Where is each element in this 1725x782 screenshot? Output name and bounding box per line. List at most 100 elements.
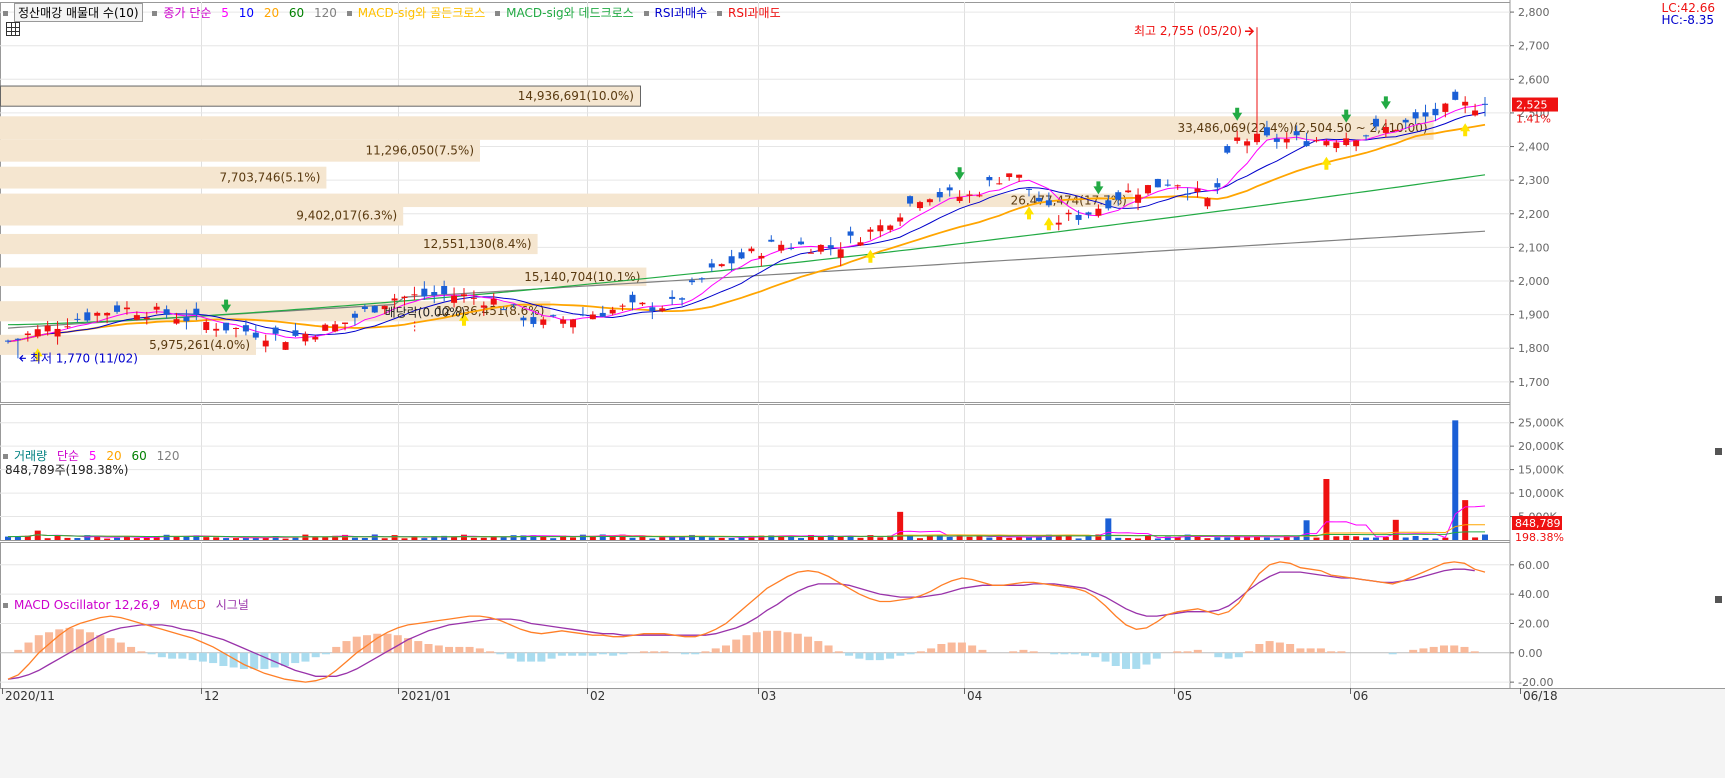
candle-body <box>986 177 993 181</box>
volume-bar <box>926 535 933 540</box>
macd-oscillator-bar <box>1316 648 1325 653</box>
macd-oscillator-bar <box>75 629 84 653</box>
volume-panel-handle-icon[interactable] <box>1715 448 1722 455</box>
vol-ma120-legend[interactable]: 120 <box>156 449 180 463</box>
candle-body <box>1422 112 1429 117</box>
golden-cross-legend[interactable]: MACD-sig와 골든크로스 <box>357 6 486 20</box>
ma5-legend[interactable]: 5 <box>221 6 229 20</box>
candle-body <box>74 318 81 320</box>
ma120-legend[interactable]: 120 <box>314 6 337 20</box>
candle-body <box>441 285 448 295</box>
volume-bar <box>1105 518 1112 540</box>
grid-toggle-icon[interactable] <box>6 22 20 36</box>
vol-ma20-legend[interactable]: 20 <box>106 449 122 463</box>
macd-oscillator-bar <box>1234 652 1243 658</box>
volume-bar <box>391 535 398 540</box>
macd-oscillator-legend[interactable]: MACD Oscillator 12,26,9 <box>14 598 161 612</box>
candle-body <box>361 306 368 310</box>
volume-bar <box>1323 479 1330 540</box>
volume-profile-bar <box>0 334 256 355</box>
volume-bar <box>1462 500 1469 540</box>
dividend-annotation: 배당락(0.00%) <box>385 305 466 319</box>
macd-oscillator-bar <box>455 646 464 653</box>
macd-oscillator-bar <box>814 641 823 653</box>
volume-bar <box>441 535 448 540</box>
candle-body <box>163 309 170 315</box>
candle-body <box>718 264 725 267</box>
candle-body <box>391 298 398 301</box>
macd-oscillator-bar <box>1419 648 1428 653</box>
macd-line-legend[interactable]: MACD <box>169 598 206 612</box>
vol-ma60-legend[interactable]: 60 <box>131 449 147 463</box>
candle-body <box>1125 190 1132 193</box>
macd-oscillator-bar <box>763 630 772 653</box>
macd-oscillator-bar <box>691 652 700 655</box>
volume-last-label: 848,789 <box>1515 517 1561 530</box>
candle-body <box>292 330 299 336</box>
candle-body <box>738 252 745 259</box>
macd-oscillator-bar <box>680 652 689 655</box>
vol-ma5-legend[interactable]: 5 <box>88 449 97 463</box>
macd-oscillator-bar <box>229 652 238 668</box>
macd-oscillator-bar <box>1142 652 1151 665</box>
volume-bar <box>1254 536 1261 540</box>
macd-oscillator-bar <box>865 652 874 661</box>
low-price-annotation: 최저 1,770 (11/02) <box>30 351 138 365</box>
candle-body <box>1105 200 1112 209</box>
candle-body <box>460 294 467 297</box>
candle-body <box>123 307 130 310</box>
legend-square-icon <box>3 11 8 16</box>
candle-body <box>679 298 686 300</box>
ma5-line <box>7 103 1486 343</box>
volume-bar <box>133 538 140 540</box>
candle-body <box>1472 110 1479 116</box>
volume-ma-label[interactable]: 단순 <box>56 449 80 463</box>
volume-last-percent: 198.38% <box>1515 531 1564 544</box>
volume-bar <box>798 538 805 540</box>
macd-oscillator-bar <box>834 651 843 653</box>
volume-profile-indicator-button[interactable]: 정산매강 매물대 수(10) <box>14 3 143 22</box>
macd-oscillator-bar <box>793 633 802 653</box>
candle-body <box>916 202 923 209</box>
volume-bar <box>599 534 606 540</box>
rsi-overbought-legend[interactable]: RSI과매수 <box>654 6 708 20</box>
candle-body <box>1283 138 1290 143</box>
macd-oscillator-bar <box>127 646 136 653</box>
volume-bar <box>411 536 418 540</box>
dead-cross-arrow-icon <box>954 167 965 181</box>
volume-profile-label: 12,551,130(8.4%) <box>423 237 532 251</box>
macd-panel-handle-icon[interactable] <box>1715 596 1722 603</box>
candle-body <box>242 325 249 332</box>
candle-body <box>1135 194 1142 203</box>
candle-body <box>867 229 874 232</box>
ma-legend-label[interactable]: 종가 단순 <box>163 6 212 20</box>
volume-bar <box>1432 538 1439 540</box>
candle-body <box>1363 135 1370 137</box>
ma20-legend[interactable]: 20 <box>263 6 280 20</box>
dead-cross-legend[interactable]: MACD-sig와 데드크로스 <box>506 6 634 20</box>
volume-bar <box>84 535 91 540</box>
candle-body <box>252 332 259 338</box>
volume-label[interactable]: 거래량 <box>14 449 48 463</box>
legend-square-icon <box>717 11 722 16</box>
x-tick-label: 03 <box>761 689 776 703</box>
candle-body <box>520 317 527 321</box>
volume-bar <box>837 536 844 540</box>
macd-oscillator-bar <box>1214 652 1223 658</box>
candle-body <box>659 308 666 311</box>
ma10-legend[interactable]: 10 <box>238 6 254 20</box>
high-arrow-icon <box>1245 26 1255 36</box>
signal-line-legend[interactable]: 시그널 <box>215 598 249 612</box>
ma60-legend[interactable]: 60 <box>288 6 305 20</box>
macd-oscillator-bar <box>1450 645 1459 653</box>
candle-body <box>282 342 289 350</box>
macd-oscillator-bar <box>1245 651 1254 653</box>
macd-oscillator-bar <box>1101 652 1110 662</box>
candle-body <box>1462 101 1469 106</box>
volume-bar <box>1095 534 1102 540</box>
candle-body <box>728 256 735 264</box>
macd-oscillator-bar <box>352 636 361 653</box>
volume-legend: 거래량 단순 5 20 60 120 <box>3 447 185 464</box>
rsi-oversold-legend[interactable]: RSI과매도 <box>728 6 781 20</box>
dead-cross-arrow-icon <box>1380 96 1391 110</box>
